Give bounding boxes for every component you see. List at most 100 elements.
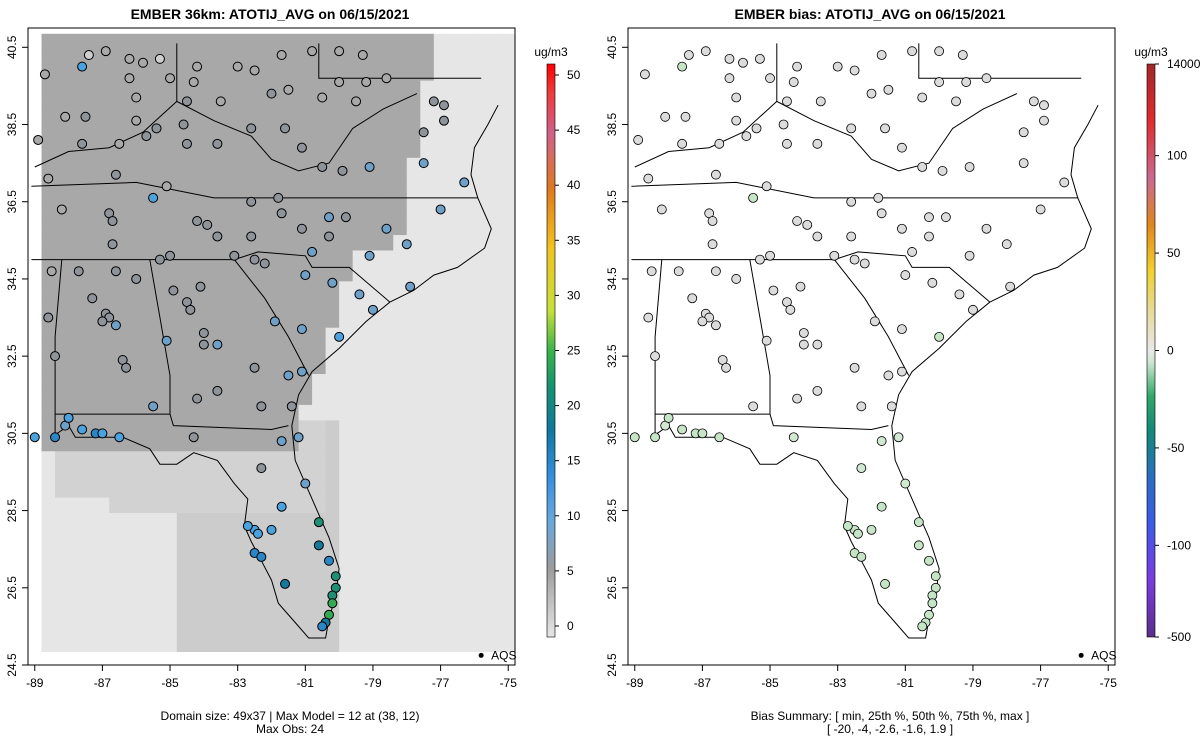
model-grid-cell (257, 481, 272, 498)
model-grid-cell (190, 188, 205, 205)
model-grid-cell (487, 373, 502, 390)
y-tick-label: 30.5 (605, 421, 619, 445)
model-grid-cell (312, 141, 327, 158)
model-grid-cell (68, 605, 83, 622)
model-grid-cell (379, 280, 394, 297)
model-grid-cell (95, 95, 110, 112)
bias-station-marker (934, 331, 945, 342)
model-grid-cell (393, 311, 408, 328)
model-grid-cell (136, 311, 151, 328)
model-grid-cell (68, 589, 83, 606)
model-grid-cell (298, 620, 313, 637)
y-tick-label: 34.5 (605, 267, 619, 291)
model-grid-cell (176, 589, 191, 606)
model-grid-cell (325, 419, 340, 436)
model-grid-cell (190, 265, 205, 282)
model-grid-cell (406, 404, 421, 421)
model-grid-cell (420, 249, 435, 266)
model-grid-cell (433, 450, 448, 467)
model-grid-cell (163, 234, 178, 251)
model-grid-cell (203, 419, 218, 436)
colorbar-tick-label: 0 (567, 619, 574, 633)
model-grid-cell (149, 605, 164, 622)
model-grid-cell (460, 141, 475, 158)
model-grid-cell (82, 620, 97, 637)
model-grid-cell (447, 249, 462, 266)
bias-station-marker (633, 135, 644, 145)
aqs-legend-marker (1078, 652, 1084, 658)
model-grid-cell (257, 234, 272, 251)
model-grid-cell (325, 404, 340, 421)
model-grid-cell (41, 512, 56, 529)
model-grid-cell (420, 188, 435, 205)
model-grid-cell (176, 280, 191, 297)
state-boundary (631, 181, 1078, 199)
aqs-station-marker (327, 277, 338, 288)
model-grid-cell (68, 527, 83, 544)
model-grid-cell (190, 497, 205, 514)
model-grid-cell (379, 95, 394, 112)
model-grid-cell (41, 497, 56, 514)
model-grid-cell (176, 126, 191, 143)
model-grid-cell (339, 249, 354, 266)
model-grid-cell (55, 234, 70, 251)
model-grid-cell (82, 497, 97, 514)
model-grid-cell (257, 512, 272, 529)
model-grid-cell (55, 219, 70, 236)
model-grid-cell (393, 527, 408, 544)
model-grid-cell (460, 280, 475, 297)
model-grid-cell (122, 296, 137, 313)
model-grid-cell (176, 219, 191, 236)
model-grid-cell (366, 589, 381, 606)
model-grid-cell (312, 342, 327, 359)
model-grid-cell (217, 311, 232, 328)
model-grid-cell (163, 188, 178, 205)
model-grid-cell (122, 80, 137, 97)
model-grid-cell (285, 388, 300, 405)
model-grid-cell (271, 111, 286, 127)
aqs-station-marker (307, 46, 318, 57)
bias-station-marker (751, 123, 762, 134)
model-grid-cell (190, 543, 205, 560)
model-grid-cell (460, 358, 475, 375)
model-grid-cell (285, 249, 300, 266)
model-grid-cell (176, 49, 191, 66)
model-grid-cell (420, 311, 435, 328)
model-grid-cell (163, 419, 178, 436)
model-grid-cell (474, 636, 489, 652)
model-grid-cell (325, 296, 340, 313)
model-grid-cell (487, 435, 502, 452)
model-grid-cell (420, 527, 435, 544)
model-grid-cell (55, 358, 70, 375)
model-grid-cell (122, 435, 137, 452)
model-grid-cell (447, 388, 462, 405)
model-grid-cell (244, 172, 259, 189)
model-grid-cell (339, 589, 354, 606)
model-grid-cell (217, 327, 232, 344)
model-grid-cell (312, 80, 327, 97)
colorbar-tick-label: 0 (1167, 344, 1174, 358)
model-grid-cell (55, 512, 70, 529)
state-boundary (55, 413, 289, 431)
model-grid-cell (460, 620, 475, 637)
model-grid-cell (271, 64, 286, 81)
model-grid-cell (379, 126, 394, 143)
model-grid-cell (176, 404, 191, 421)
model-grid-cell (501, 219, 516, 236)
model-grid-cell (95, 249, 110, 266)
state-boundary (149, 259, 171, 415)
model-grid-cell (501, 358, 516, 375)
model-grid-cell (149, 620, 164, 637)
model-grid-cell (393, 249, 408, 266)
model-grid-cell (230, 111, 245, 127)
model-grid-cell (55, 620, 70, 637)
bias-station-marker (951, 96, 961, 107)
model-grid-cell (433, 188, 448, 205)
model-grid-cell (366, 95, 381, 112)
model-grid-cell (176, 80, 191, 97)
aqs-station-marker (192, 61, 203, 72)
model-grid-cell (95, 636, 110, 652)
model-grid-cell (244, 296, 259, 313)
colorbar-tick-label: -500 (1167, 630, 1191, 644)
aqs-station-marker (354, 289, 365, 300)
